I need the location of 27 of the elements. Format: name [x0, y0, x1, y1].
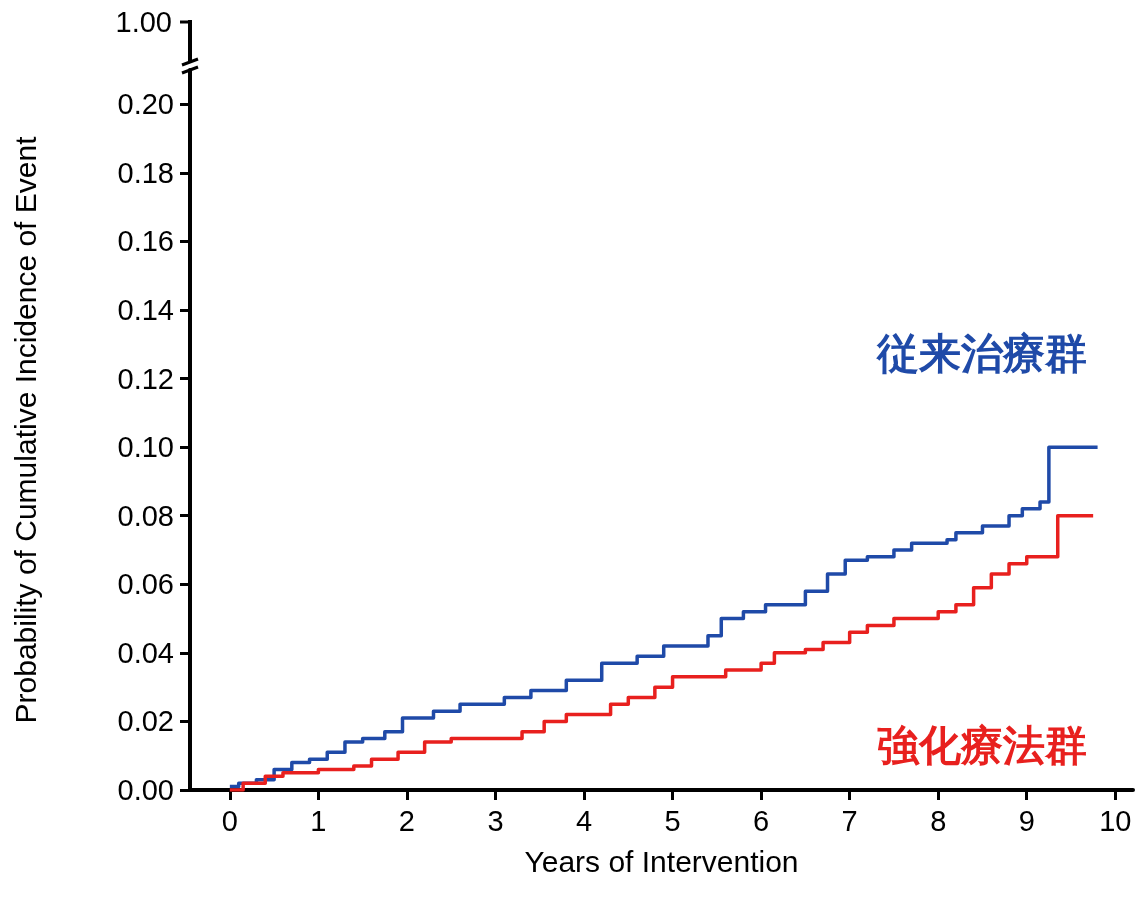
y-tick-label: 0.04 [117, 636, 174, 669]
y-tick-label: 0.18 [117, 156, 174, 189]
y-tick-label: 0.10 [117, 431, 174, 464]
x-tick-label: 9 [1018, 804, 1035, 837]
y-tick-label: 0.06 [117, 568, 174, 601]
y-tick-label: 0.08 [117, 499, 174, 532]
x-tick-label: 0 [221, 804, 238, 837]
x-tick-label: 8 [930, 804, 947, 837]
series-label: 強化療法群 [877, 721, 1087, 769]
x-tick-label: 7 [841, 804, 858, 837]
y-axis-title: Probability of Cumulative Incidence of Event [8, 135, 42, 724]
x-tick-label: 1 [310, 804, 327, 837]
series-label: 従来治療群 [876, 329, 1087, 377]
y-tick-label: 0.16 [117, 225, 174, 258]
x-tick-label: 3 [487, 804, 504, 837]
text: 1.00 [115, 6, 172, 38]
y-tick-label: 0.20 [117, 88, 174, 121]
y-tick-label: 0.02 [117, 705, 174, 738]
x-tick-label: 5 [664, 804, 681, 837]
y-tick-label: 0.14 [117, 294, 174, 326]
x-axis-title: Years of Intervention [524, 844, 799, 878]
y-tick-label: 0.12 [117, 362, 174, 395]
x-tick-label: 10 [1099, 804, 1132, 837]
y-tick-label: 0.00 [117, 774, 174, 806]
x-tick-label: 4 [575, 804, 593, 837]
x-tick-label: 2 [398, 804, 415, 837]
x-tick-label: 6 [753, 804, 770, 837]
